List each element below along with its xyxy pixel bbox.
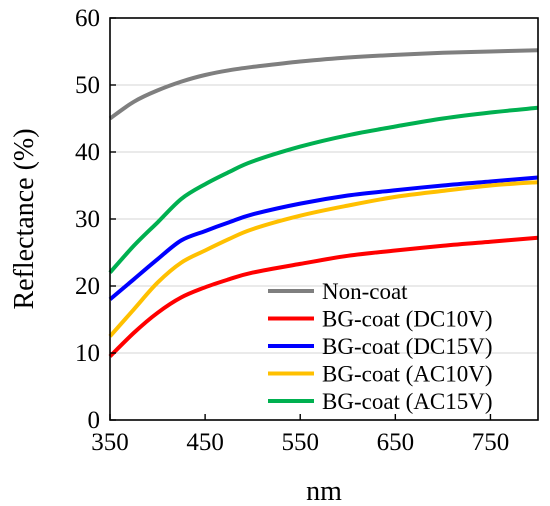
- series-line-1: [108, 235, 539, 358]
- y-tick-label: 40: [75, 139, 100, 166]
- y-tick-label: 0: [88, 407, 101, 434]
- x-tick-label: 750: [472, 429, 510, 456]
- x-axis-title: nm: [306, 476, 342, 506]
- series-line-0: [108, 48, 539, 121]
- legend-label: BG-coat (AC15V): [322, 389, 493, 414]
- legend-label: Non-coat: [322, 279, 408, 304]
- x-tick-label: 650: [377, 429, 415, 456]
- legend-label: BG-coat (DC10V): [322, 307, 493, 332]
- legend-label: BG-coat (AC10V): [322, 362, 493, 387]
- x-tick-label: 350: [91, 429, 129, 456]
- x-tick-label: 450: [186, 429, 224, 456]
- legend: Non-coat BG-coat (DC10V)BG-coat (DC15V) BG…: [268, 279, 493, 414]
- y-tick-label: 30: [75, 206, 100, 233]
- x-tick-label: 550: [281, 429, 319, 456]
- gridlines: [110, 84, 538, 354]
- series-line-3: [108, 180, 539, 338]
- y-tick-label: 50: [75, 72, 100, 99]
- y-tick-label: 20: [75, 273, 100, 300]
- series-line-2: [108, 175, 539, 301]
- axis-ticks: 0 10 20 30 40 50 60 350 450 550 650 750: [75, 5, 509, 456]
- legend-label: BG-coat (DC15V): [322, 334, 493, 359]
- series-lines: [108, 48, 539, 358]
- y-tick-label: 10: [75, 340, 100, 367]
- series-line-4: [108, 105, 539, 274]
- y-tick-label: 60: [75, 5, 100, 32]
- y-axis-title: Reflectance (%): [9, 128, 40, 309]
